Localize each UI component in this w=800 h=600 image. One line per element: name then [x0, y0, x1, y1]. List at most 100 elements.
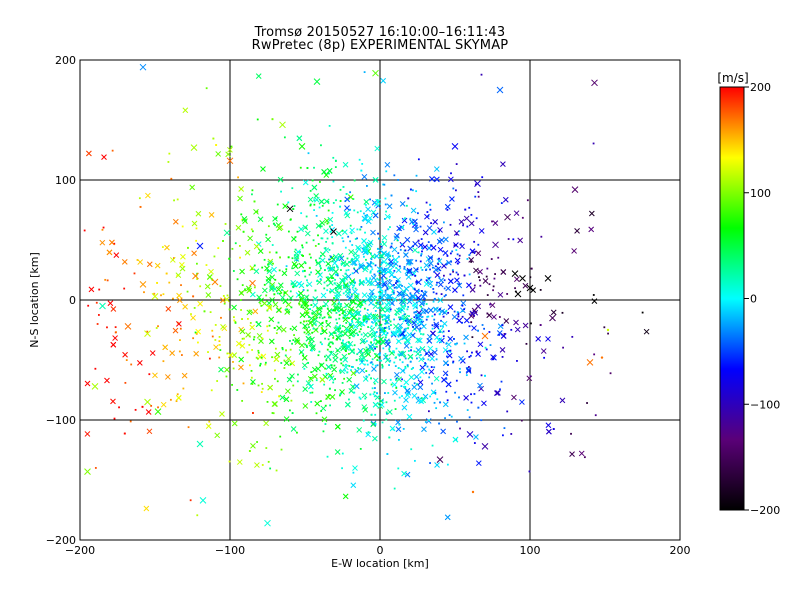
cloud-point — [369, 270, 372, 273]
cloud-point — [180, 253, 186, 260]
cloud-point — [281, 348, 284, 351]
cloud-point — [327, 266, 334, 272]
cloud-point — [489, 302, 496, 309]
cloud-point — [338, 337, 341, 340]
cloud-point — [289, 327, 292, 330]
cloud-point — [146, 330, 149, 333]
cloud-point — [499, 388, 501, 391]
cloud-point — [525, 342, 528, 345]
cloud-point — [222, 294, 225, 297]
cloud-point — [111, 149, 114, 152]
cloud-point — [431, 266, 434, 269]
cloud-point — [281, 347, 284, 349]
x-tick-label-2: 0 — [377, 544, 384, 557]
cloud-point — [327, 299, 329, 302]
cloud-point — [471, 325, 477, 331]
cloud-point — [344, 314, 346, 317]
cloud-point — [285, 355, 292, 362]
cloud-point — [370, 229, 376, 236]
data-point-16 — [504, 213, 511, 221]
cloud-point — [350, 298, 357, 305]
cloud-point — [380, 243, 382, 246]
cloud-point — [288, 311, 291, 313]
cloud-point — [104, 377, 110, 384]
cloud-point — [325, 359, 328, 362]
cloud-point — [413, 266, 419, 273]
cloud-point — [366, 309, 369, 311]
cloud-point — [466, 258, 469, 260]
cloud-point — [296, 280, 303, 287]
cloud-point — [458, 355, 464, 362]
cloud-point — [401, 334, 408, 341]
cloud-point — [416, 301, 418, 304]
cloud-point — [498, 334, 500, 336]
cloud-point — [106, 326, 108, 329]
cloud-point — [353, 383, 360, 390]
cloud-point — [519, 399, 525, 405]
cloud-point — [311, 184, 318, 191]
cloud-point — [345, 269, 348, 272]
cloud-point — [315, 328, 318, 331]
cloud-point — [232, 361, 234, 363]
cloud-point — [253, 286, 256, 289]
cloud-point — [475, 217, 478, 220]
cloud-point — [521, 216, 524, 219]
cloud-point — [326, 237, 329, 240]
cloud-point — [594, 414, 597, 417]
data-point-11 — [571, 186, 579, 193]
cloud-point — [305, 329, 312, 335]
cloud-point — [461, 315, 464, 318]
cloud-point — [319, 341, 322, 344]
cloud-point — [377, 356, 380, 359]
cloud-point — [239, 342, 246, 349]
cloud-point — [393, 487, 396, 490]
cloud-point — [354, 281, 357, 284]
cloud-point — [240, 213, 243, 216]
cloud-point — [268, 305, 271, 307]
cloud-point — [146, 428, 153, 435]
cloud-point — [408, 299, 410, 302]
cloud-point — [443, 279, 446, 282]
cloud-point — [511, 394, 517, 401]
cloud-point — [501, 356, 504, 358]
cloud-point — [406, 267, 413, 274]
cloud-point — [409, 360, 412, 363]
cloud-point — [348, 317, 350, 320]
cloud-point — [305, 380, 312, 387]
cloud-point — [321, 204, 324, 207]
cloud-point — [337, 328, 340, 330]
cloud-point — [264, 363, 267, 366]
cloud-point — [196, 278, 199, 280]
cloud-point — [492, 289, 494, 292]
cloud-point — [369, 393, 372, 396]
cloud-point — [218, 336, 221, 338]
cloud-point — [193, 350, 200, 357]
cloud-point — [428, 277, 431, 280]
cloud-point — [283, 136, 286, 139]
cloud-point — [205, 292, 212, 298]
cloud-point — [484, 374, 486, 377]
cloud-point — [470, 393, 472, 396]
cloud-point — [383, 183, 386, 186]
cloud-point — [400, 385, 403, 388]
cloud-point — [433, 298, 436, 301]
cloud-point — [133, 272, 136, 275]
cloud-point — [400, 298, 407, 304]
cloud-point — [342, 240, 345, 243]
cloud-point — [431, 444, 434, 447]
cloud-point — [398, 351, 405, 357]
cloud-point — [298, 302, 300, 305]
cloud-point — [284, 388, 291, 395]
cloud-point — [392, 330, 399, 337]
cloud-point — [327, 280, 334, 286]
cloud-point — [380, 263, 383, 266]
cloud-point — [88, 286, 95, 293]
cloud-point — [452, 361, 454, 364]
cloud-point — [380, 359, 383, 362]
cloud-point — [330, 277, 333, 279]
cloud-point — [445, 390, 448, 393]
cloud-point — [179, 327, 182, 330]
cloud-point — [385, 418, 388, 421]
cloud-point — [239, 268, 245, 275]
